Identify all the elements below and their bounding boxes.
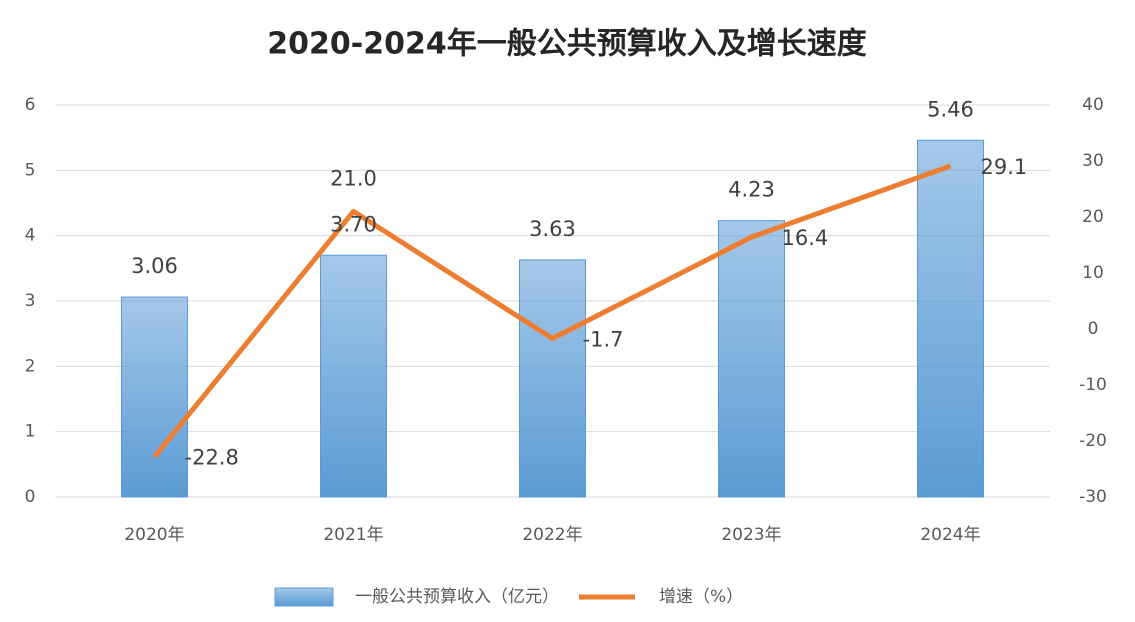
x-tick-label: 2023年 — [721, 525, 781, 545]
line-value-label: 16.4 — [782, 226, 829, 250]
line — [152, 163, 952, 459]
line-value-label: -22.8 — [185, 446, 239, 470]
y2-tick-label: 10 — [1082, 263, 1104, 283]
line-value-label: 29.1 — [981, 155, 1028, 179]
bar-value-label: 5.46 — [927, 97, 974, 121]
bar-value-label: 3.06 — [131, 254, 178, 278]
bar-value-label: 4.23 — [728, 178, 775, 202]
y-tick-label: 4 — [25, 226, 36, 246]
line-value-label: 21.0 — [330, 166, 377, 190]
y2-tick-label: -20 — [1079, 431, 1107, 451]
y-tick-label: 3 — [25, 291, 36, 311]
line-value-label: -1.7 — [583, 328, 624, 352]
y-tick-label: 5 — [25, 160, 36, 180]
bar — [519, 259, 586, 498]
bar-value-label: 3.70 — [330, 212, 377, 236]
x-tick-label: 2022年 — [522, 525, 582, 545]
x-tick-label: 2024年 — [920, 525, 980, 545]
y2-tick-label: 40 — [1082, 95, 1104, 115]
x-tick-label: 2020年 — [124, 525, 184, 545]
chart-title: 2020-2024年一般公共预算收入及增长速度 — [267, 27, 866, 62]
bar — [917, 139, 984, 498]
y2-tick-label: -30 — [1079, 487, 1107, 507]
x-tick-label: 2021年 — [323, 525, 383, 545]
y-tick-label: 1 — [25, 422, 36, 442]
y-tick-label: 6 — [25, 95, 36, 115]
y-tick-label: 2 — [25, 356, 36, 376]
legend-swatch — [274, 587, 334, 607]
bar — [320, 254, 387, 498]
y2-tick-label: 20 — [1082, 207, 1104, 227]
legend-label: 一般公共预算收入（亿元） — [355, 587, 559, 607]
bar-value-label: 3.63 — [529, 217, 576, 241]
y2-tick-label: 30 — [1082, 151, 1104, 171]
bar — [121, 296, 188, 498]
legend-label: 增速（%） — [659, 587, 743, 607]
y-tick-label: 0 — [25, 487, 36, 507]
y2-tick-label: -10 — [1079, 375, 1107, 395]
y2-tick-label: 0 — [1088, 319, 1099, 339]
bar — [718, 220, 785, 498]
